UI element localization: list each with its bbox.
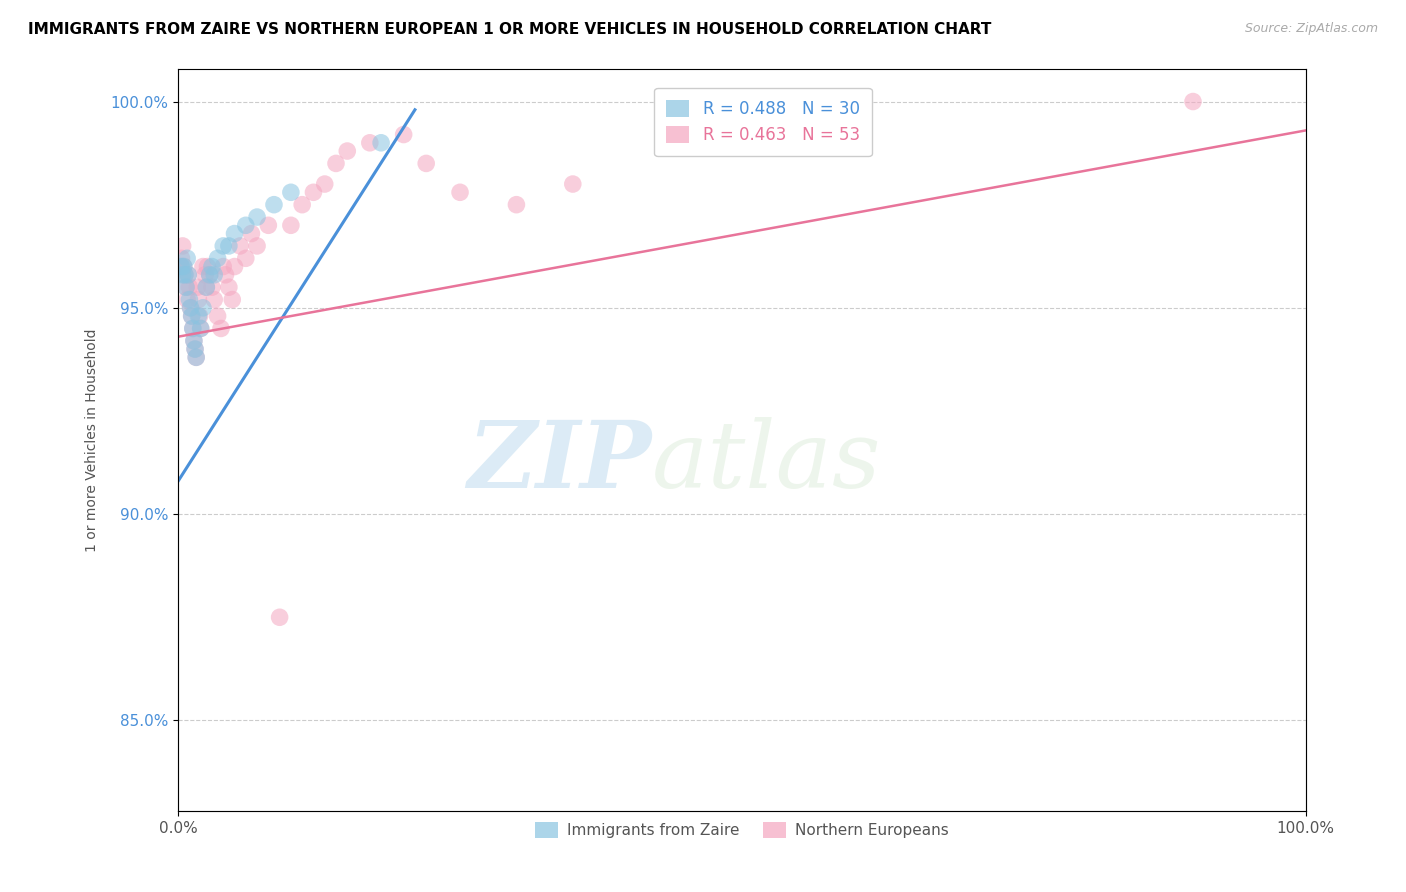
Point — [186, 351, 208, 365]
Point — [183, 334, 205, 348]
Point — [187, 309, 209, 323]
Point — [235, 219, 257, 233]
Point — [183, 334, 205, 348]
Point — [190, 321, 212, 335]
Point — [176, 252, 198, 266]
Point — [174, 280, 197, 294]
Point — [184, 342, 207, 356]
Point — [173, 260, 195, 274]
Point — [280, 186, 302, 200]
Legend: Immigrants from Zaire, Northern Europeans: Immigrants from Zaire, Northern European… — [529, 816, 955, 845]
Point — [209, 321, 232, 335]
Point — [561, 177, 583, 191]
Point — [202, 293, 225, 307]
Point — [224, 260, 246, 274]
Point — [291, 197, 314, 211]
Point — [186, 280, 208, 294]
Point — [190, 321, 212, 335]
Point — [174, 268, 197, 282]
Point — [169, 260, 191, 274]
Point — [172, 268, 194, 282]
Point — [392, 128, 415, 142]
Point — [207, 252, 229, 266]
Point — [180, 301, 202, 315]
Point — [181, 321, 204, 335]
Point — [186, 351, 208, 365]
Point — [179, 280, 201, 294]
Point — [174, 268, 197, 282]
Point — [198, 268, 221, 282]
Point — [325, 156, 347, 170]
Text: atlas: atlas — [652, 417, 882, 508]
Point — [172, 239, 194, 253]
Point — [235, 252, 257, 266]
Point — [214, 268, 236, 282]
Point — [191, 260, 214, 274]
Point — [170, 260, 193, 274]
Point — [174, 280, 197, 294]
Point — [180, 301, 202, 315]
Point — [180, 309, 202, 323]
Point — [314, 177, 336, 191]
Point — [246, 239, 269, 253]
Point — [201, 260, 224, 274]
Point — [269, 610, 291, 624]
Point — [180, 309, 202, 323]
Point — [194, 268, 217, 282]
Point — [240, 227, 263, 241]
Point — [184, 342, 207, 356]
Point — [212, 260, 235, 274]
Point — [201, 280, 224, 294]
Point — [188, 309, 211, 323]
Point — [197, 260, 219, 274]
Point — [218, 280, 240, 294]
Point — [224, 227, 246, 241]
Point — [212, 239, 235, 253]
Text: Source: ZipAtlas.com: Source: ZipAtlas.com — [1244, 22, 1378, 36]
Point — [221, 293, 243, 307]
Point — [302, 186, 325, 200]
Text: IMMIGRANTS FROM ZAIRE VS NORTHERN EUROPEAN 1 OR MORE VEHICLES IN HOUSEHOLD CORRE: IMMIGRANTS FROM ZAIRE VS NORTHERN EUROPE… — [28, 22, 991, 37]
Point — [246, 210, 269, 224]
Point — [229, 239, 252, 253]
Point — [336, 144, 359, 158]
Point — [844, 115, 866, 129]
Point — [359, 136, 381, 150]
Point — [280, 219, 302, 233]
Point — [177, 268, 200, 282]
Point — [177, 268, 200, 282]
Point — [505, 197, 527, 211]
Point — [218, 239, 240, 253]
Point — [195, 280, 218, 294]
Point — [202, 268, 225, 282]
Text: ZIP: ZIP — [467, 417, 652, 508]
Point — [191, 301, 214, 315]
Point — [449, 186, 471, 200]
Point — [181, 321, 204, 335]
Point — [170, 252, 193, 266]
Point — [179, 293, 201, 307]
Point — [1182, 95, 1205, 109]
Point — [176, 293, 198, 307]
Y-axis label: 1 or more Vehicles in Household: 1 or more Vehicles in Household — [86, 328, 100, 551]
Point — [173, 260, 195, 274]
Point — [187, 293, 209, 307]
Point — [257, 219, 280, 233]
Point — [415, 156, 437, 170]
Point — [370, 136, 392, 150]
Point — [207, 309, 229, 323]
Point — [195, 280, 218, 294]
Point — [263, 197, 285, 211]
Point — [198, 268, 221, 282]
